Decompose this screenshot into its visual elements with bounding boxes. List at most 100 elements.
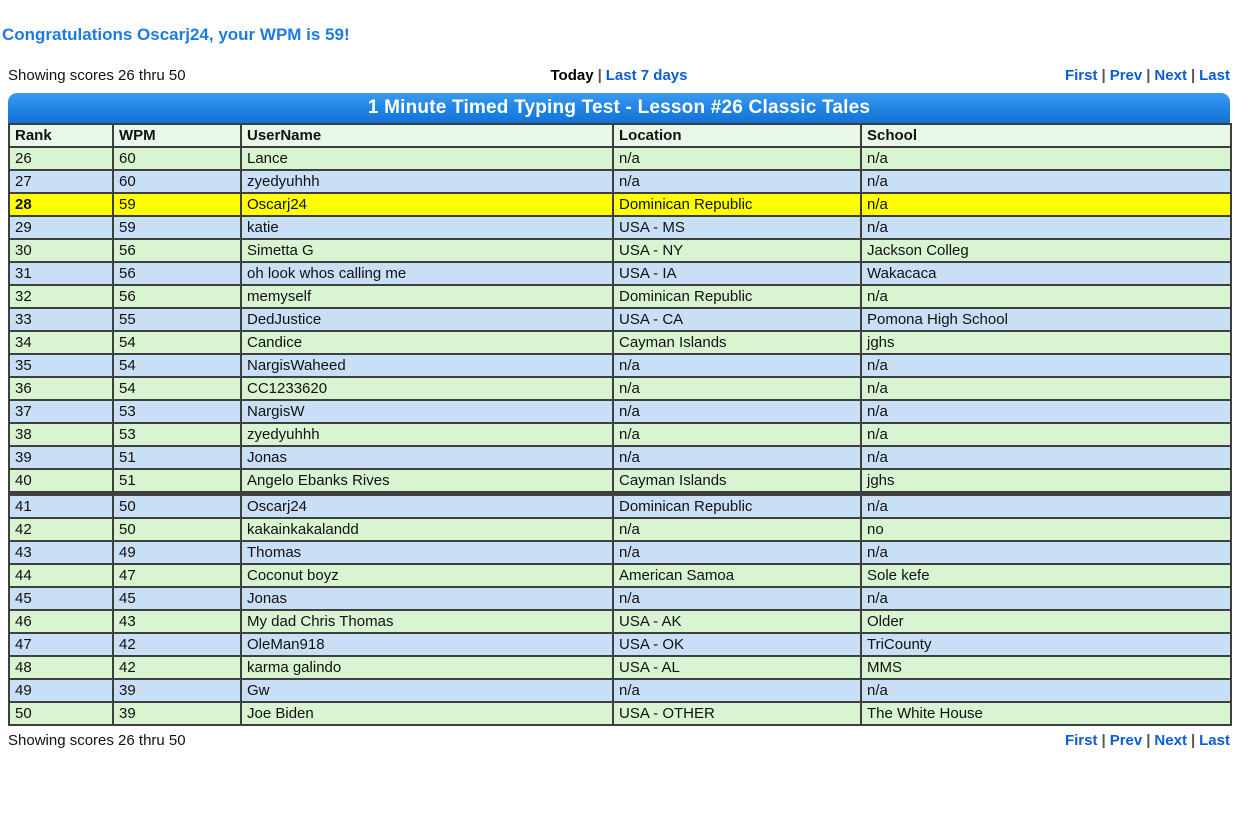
pagination-next-link[interactable]: Next (1154, 732, 1187, 749)
rank-cell: 39 (8, 445, 114, 470)
username-cell: CC1233620 (240, 376, 614, 401)
location-cell: n/a (612, 586, 862, 611)
school-cell: MMS (860, 655, 1232, 680)
location-cell: USA - NY (612, 238, 862, 263)
username-cell: My dad Chris Thomas (240, 609, 614, 634)
rank-cell: 43 (8, 540, 114, 565)
column-header-rank: Rank (8, 123, 114, 148)
username-cell: Simetta G (240, 238, 614, 263)
username-cell: OleMan918 (240, 632, 614, 657)
location-cell: Dominican Republic (612, 284, 862, 309)
username-cell: Angelo Ebanks Rives (240, 468, 614, 495)
username-cell: zyedyuhhh (240, 169, 614, 194)
location-cell: Cayman Islands (612, 468, 862, 495)
wpm-cell: 51 (112, 468, 242, 495)
column-header-username: UserName (240, 123, 614, 148)
table-title-bar: 1 Minute Timed Typing Test - Lesson #26 … (8, 93, 1230, 123)
school-cell: n/a (860, 146, 1232, 171)
table-row: 45 45 Jonas n/a n/a (8, 586, 1232, 611)
pagination-next-link[interactable]: Next (1154, 67, 1187, 84)
column-header-location: Location (612, 123, 862, 148)
pagination-separator: | (1190, 732, 1196, 749)
wpm-cell: 42 (112, 632, 242, 657)
school-cell: n/a (860, 540, 1232, 565)
school-cell: n/a (860, 169, 1232, 194)
school-cell: n/a (860, 192, 1232, 217)
location-cell: n/a (612, 169, 862, 194)
pagination-separator: | (1101, 67, 1106, 84)
wpm-cell: 50 (112, 517, 242, 542)
filter-separator: | (597, 67, 602, 84)
wpm-cell: 54 (112, 376, 242, 401)
school-cell: TriCounty (860, 632, 1232, 657)
username-cell: NargisWaheed (240, 353, 614, 378)
school-cell: n/a (860, 399, 1232, 424)
time-filter-group: Today | Last 7 days (415, 67, 822, 84)
pagination-prev-link[interactable]: Prev (1109, 67, 1143, 84)
username-cell: zyedyuhhh (240, 422, 614, 447)
showing-scores-text-bottom: Showing scores 26 thru 50 (8, 732, 186, 749)
location-cell: n/a (612, 353, 862, 378)
filter-last-7-days-link[interactable]: Last 7 days (605, 67, 688, 84)
school-cell: n/a (860, 215, 1232, 240)
location-cell: n/a (612, 146, 862, 171)
wpm-cell: 49 (112, 540, 242, 565)
typing-test-results-page: Congratulations Oscarj24, your WPM is 59… (0, 25, 1252, 749)
table-row: 29 59 katie USA - MS n/a (8, 215, 1232, 240)
rank-cell: 31 (8, 261, 114, 286)
pagination-last-link[interactable]: Last (1199, 67, 1230, 84)
showing-scores-text-top: Showing scores 26 thru 50 (8, 67, 186, 84)
wpm-cell: 45 (112, 586, 242, 611)
table-row: 46 43 My dad Chris Thomas USA - AK Older (8, 609, 1232, 634)
school-cell: no (860, 517, 1232, 542)
wpm-cell: 39 (112, 701, 242, 726)
school-cell: n/a (860, 491, 1232, 519)
rank-cell: 34 (8, 330, 114, 355)
username-cell: Jonas (240, 586, 614, 611)
wpm-cell: 54 (112, 353, 242, 378)
username-cell: Thomas (240, 540, 614, 565)
wpm-cell: 50 (112, 491, 242, 519)
rank-cell: 50 (8, 701, 114, 726)
column-header-wpm: WPM (112, 123, 242, 148)
school-cell: Wakacaca (860, 261, 1232, 286)
bottom-meta-bar: Showing scores 26 thru 50 First | Prev | Nex… (8, 732, 1230, 749)
table-header-row: Rank WPM UserName Location School (8, 123, 1232, 148)
rank-cell: 33 (8, 307, 114, 332)
filter-today[interactable]: Today (550, 67, 594, 84)
pagination-prev-link[interactable]: Prev (1109, 732, 1143, 749)
location-cell: n/a (612, 445, 862, 470)
wpm-cell: 60 (112, 146, 242, 171)
location-cell: Dominican Republic (612, 491, 862, 519)
table-row: 40 51 Angelo Ebanks Rives Cayman Islands jgh… (8, 468, 1232, 495)
wpm-cell: 56 (112, 261, 242, 286)
table-row: 30 56 Simetta G USA - NY Jackson Colleg (8, 238, 1232, 263)
rank-cell: 38 (8, 422, 114, 447)
wpm-cell: 56 (112, 238, 242, 263)
location-cell: n/a (612, 678, 862, 703)
table-row: 33 55 DedJustice USA - CA Pomona High School (8, 307, 1232, 332)
table-row: 44 47 Coconut boyz American Samoa Sole kefe (8, 563, 1232, 588)
username-cell: Gw (240, 678, 614, 703)
wpm-cell: 55 (112, 307, 242, 332)
pagination-first-link[interactable]: First (1064, 732, 1098, 749)
scores-table-body: 26 60 Lance n/a n/a 27 60 zyedyuhhh n/a n/a 28 59 Os… (8, 146, 1232, 726)
rank-cell: 47 (8, 632, 114, 657)
rank-cell: 29 (8, 215, 114, 240)
username-cell: karma galindo (240, 655, 614, 680)
pagination-first-link[interactable]: First (1064, 67, 1098, 84)
location-cell: USA - OK (612, 632, 862, 657)
school-cell: n/a (860, 678, 1232, 703)
pagination-last-link[interactable]: Last (1199, 732, 1230, 749)
school-cell: Pomona High School (860, 307, 1232, 332)
username-cell: oh look whos calling me (240, 261, 614, 286)
username-cell: DedJustice (240, 307, 614, 332)
username-cell: Coconut boyz (240, 563, 614, 588)
wpm-cell: 53 (112, 399, 242, 424)
school-cell: Sole kefe (860, 563, 1232, 588)
location-cell: USA - AK (612, 609, 862, 634)
school-cell: n/a (860, 353, 1232, 378)
table-row: 34 54 Candice Cayman Islands jghs (8, 330, 1232, 355)
rank-cell: 42 (8, 517, 114, 542)
username-cell: memyself (240, 284, 614, 309)
